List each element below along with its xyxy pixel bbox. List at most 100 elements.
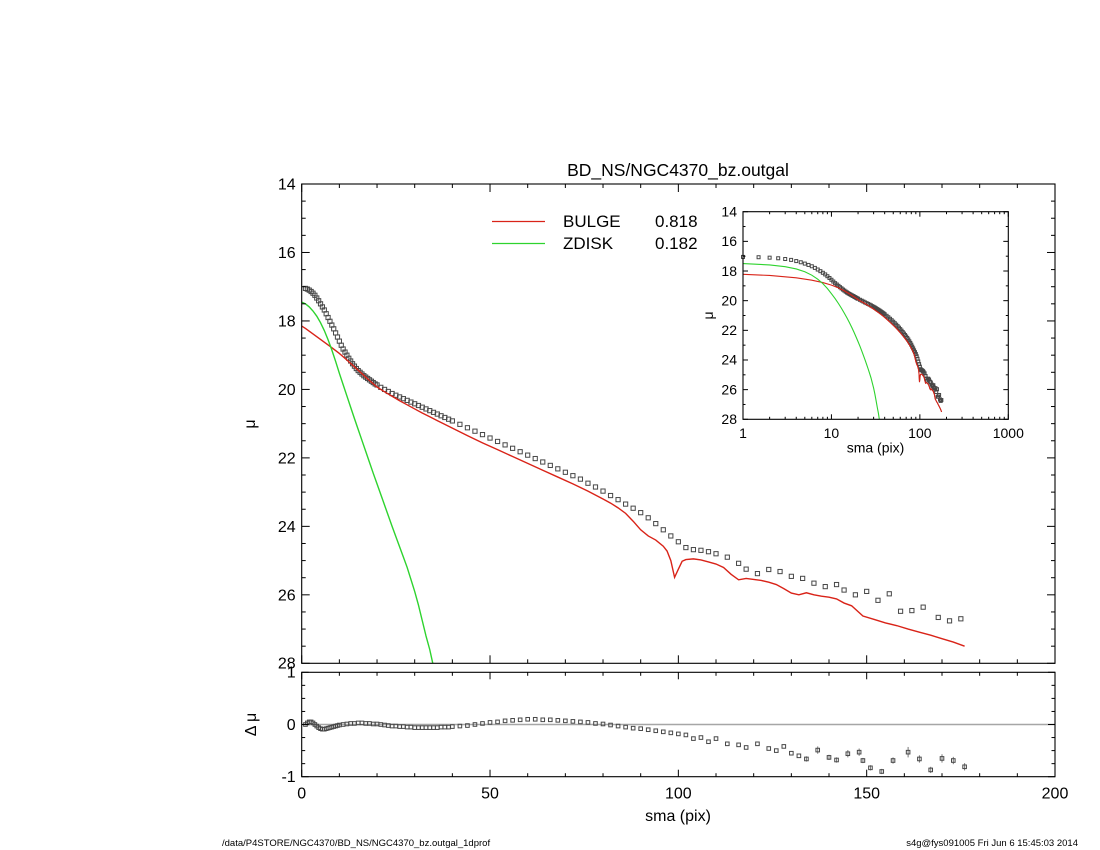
data-point [660,729,666,735]
data-point [879,769,885,774]
data-point [592,484,599,490]
data-point [638,726,643,731]
data-point [743,566,749,572]
data-point [935,614,941,621]
residual-y-axis-title: Δ μ [243,713,260,736]
data-point [547,462,553,469]
x-tick-label: 100 [908,425,932,441]
y-tick-label: -1 [281,769,295,786]
data-point [773,748,779,753]
data-point [623,724,628,730]
data-point [630,505,636,511]
data-point [427,725,433,730]
data-point [495,719,500,725]
data-point [766,566,772,573]
data-point [472,428,478,434]
data-point [788,573,794,579]
data-point [951,758,956,763]
y-tick-label: 22 [278,450,296,467]
data-point [909,607,915,614]
data-point [442,724,448,730]
data-point [585,480,591,486]
data-point [525,716,530,722]
x-tick-label: 200 [1042,785,1069,802]
data-point [713,551,719,557]
data-point [856,749,862,755]
data-point [841,587,847,593]
x-axis-title: sma (pix) [645,808,711,825]
data-point [480,721,485,726]
data-point [698,735,704,740]
data-point [886,591,892,597]
data-point [540,717,546,723]
data-point [660,527,666,533]
data-point [419,725,425,730]
x-tick-label: 1000 [993,425,1024,441]
data-point [928,767,934,773]
data-point [600,488,606,494]
data-point [690,547,697,553]
zdisk-model-curve [742,263,880,420]
main-panel: 14 16 18 20 22 24 26 28 [278,176,1056,673]
data-point [540,459,546,465]
main-y-axis-title: μ [242,419,259,428]
y-tick-label: 20 [278,382,296,399]
data-point [638,510,644,516]
data-point [532,455,538,462]
data-point [563,718,568,724]
y-tick-label: 24 [278,519,296,536]
x-tick-label: 0 [297,785,306,802]
inset-background [743,211,1009,420]
data-point [804,756,809,762]
data-point [517,449,523,455]
data-point [487,435,493,441]
data-point [937,392,942,397]
x-tick-label: 100 [665,785,692,802]
data-point [713,736,719,741]
data-point [781,744,787,749]
data-point [794,259,799,264]
data-point [691,736,696,741]
data-point [864,588,870,595]
data-point [434,725,440,730]
footer-user-timestamp: s4g@fys091005 Fri Jun 6 15:45:03 2014 [906,838,1078,849]
data-point [675,539,681,545]
data-point [397,724,402,729]
footer-file-path: /data/P4STORE/NGC4370/BD_NS/NGC4370_bz.o… [222,838,490,849]
y-tick-label: 16 [278,245,296,262]
data-point [438,724,444,730]
data-point [754,571,761,577]
data-point [833,581,840,588]
data-point [917,756,922,762]
data-point [472,722,478,727]
data-point [767,255,772,260]
data-point [736,560,742,566]
zdisk-model-curve [301,301,434,664]
data-point [815,747,821,753]
inset-panel: 14 16 18 20 22 24 26 281 10 100 1000 [721,203,1024,441]
data-point [868,765,873,771]
y-tick-label: 14 [721,203,737,219]
data-point [332,330,339,336]
y-tick-label: 18 [278,313,296,330]
inset-y-axis-title: μ [700,311,716,319]
data-point [743,745,749,750]
data-point [939,398,944,403]
data-point [860,758,866,763]
data-point [607,492,614,499]
data-point [834,757,839,763]
y-tick-label: 24 [721,352,737,368]
data-point [593,721,598,726]
data-point [401,724,406,729]
data-point [776,256,781,261]
data-point [928,380,933,385]
data-point [756,255,761,260]
data-point [645,515,651,521]
data-point [683,732,689,738]
data-point [796,753,802,759]
data-point [890,758,896,763]
data-point [570,719,576,724]
data-point [668,533,674,539]
data-point [416,725,421,730]
